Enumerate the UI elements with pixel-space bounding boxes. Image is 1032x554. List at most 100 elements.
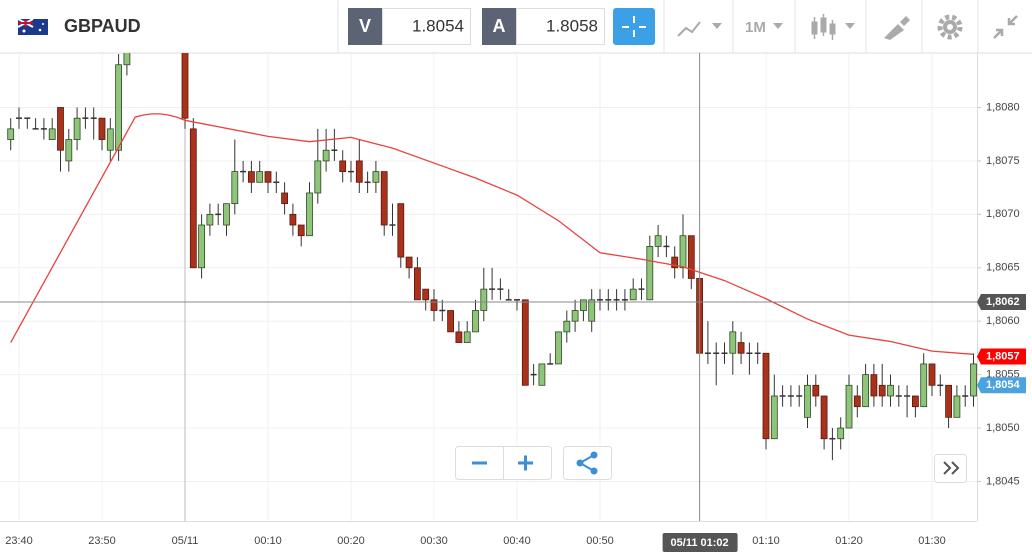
- ask-price: 1.8058: [546, 16, 598, 35]
- share-button[interactable]: [563, 446, 612, 480]
- price-marker-label: 1,8054: [986, 379, 1021, 391]
- candle-body: [57, 107, 64, 151]
- candle-body: [297, 224, 305, 237]
- x-tick-label: 01:10: [752, 535, 780, 547]
- y-tick-label: 1,8065: [986, 262, 1020, 274]
- crosshair-price-tag: [977, 293, 1026, 310]
- candle-body: [679, 235, 687, 269]
- candle-body: [629, 288, 637, 301]
- candle-body: [198, 224, 206, 269]
- candle-body: [521, 299, 529, 386]
- settings-button[interactable]: [937, 14, 963, 40]
- candle-body: [770, 395, 778, 440]
- candle-body: [862, 374, 869, 408]
- candle-body: [322, 149, 330, 162]
- candle-body: [447, 310, 455, 333]
- candle-body: [206, 213, 214, 226]
- candle-body: [472, 310, 479, 333]
- x-tick-label: 05/11: [172, 535, 199, 547]
- candle-body: [654, 235, 662, 247]
- crosshair-x-label: 05/11 01:02: [671, 537, 729, 549]
- candle-style-button[interactable]: [811, 14, 855, 40]
- candle-body: [646, 245, 654, 301]
- candle-body: [853, 395, 861, 408]
- draw-tool-button[interactable]: [884, 16, 910, 40]
- ask-box: [516, 8, 605, 45]
- share-icon: [576, 451, 598, 475]
- candle-body: [555, 331, 562, 365]
- zoom-controls: [455, 446, 967, 483]
- bid-box: [382, 8, 471, 45]
- crosshair-icon: [622, 16, 646, 37]
- y-tick-label: 1,8080: [986, 101, 1020, 113]
- candle-body: [413, 267, 421, 301]
- scroll-icon: [943, 461, 960, 475]
- crosshair-price-label: 1,8062: [986, 296, 1020, 308]
- ask-label: A: [493, 16, 506, 36]
- collapse-button[interactable]: [993, 15, 1018, 39]
- crosshair-x-tag: [662, 533, 738, 552]
- bid-label: V: [359, 16, 371, 36]
- moving-average-line: [10, 113, 974, 355]
- bid-button[interactable]: [348, 8, 382, 45]
- candle-body: [953, 395, 961, 418]
- candle-body: [73, 117, 81, 140]
- candle-body: [729, 331, 737, 354]
- y-tick-label: 1,8050: [986, 422, 1020, 434]
- symbol: GBPAUD: [64, 16, 141, 36]
- candle-body: [247, 171, 255, 183]
- candle-body: [687, 235, 695, 279]
- candle-body: [256, 171, 264, 183]
- crosshair-button[interactable]: [613, 8, 655, 45]
- candle-body: [372, 171, 380, 183]
- candle-body: [480, 288, 488, 311]
- candle-body: [48, 128, 56, 140]
- chart-type-button[interactable]: [677, 21, 722, 37]
- candle-body: [355, 160, 363, 183]
- flag: [17, 18, 48, 35]
- candle-body: [571, 310, 579, 322]
- candle-body: [397, 203, 405, 258]
- candle-body: [538, 363, 546, 386]
- candle-body: [231, 171, 239, 205]
- candle-body: [123, 53, 131, 66]
- candle-body: [223, 203, 230, 226]
- candle-body: [339, 160, 347, 173]
- candle-body: [970, 363, 977, 397]
- price-marker-label: 1,8057: [986, 350, 1020, 362]
- candle-body: [762, 352, 770, 440]
- candle-body: [671, 256, 679, 269]
- candle-body: [189, 128, 197, 269]
- candle-body: [314, 160, 322, 194]
- candle-body: [281, 192, 289, 205]
- price-marker-tag: [977, 377, 1026, 394]
- candle-body: [837, 427, 845, 440]
- candle-body: [845, 384, 853, 429]
- candle-body: [98, 117, 106, 140]
- candle-body: [563, 320, 571, 333]
- y-tick-label: 1,8075: [986, 155, 1020, 167]
- zoom-in-button[interactable]: [518, 455, 533, 471]
- y-tick-label: 1,8060: [986, 315, 1020, 327]
- x-tick-label: 00:50: [586, 535, 614, 547]
- candle-body: [870, 374, 878, 397]
- price-marker-tag: [977, 348, 1026, 365]
- candle-body: [422, 288, 430, 301]
- candle-body: [878, 384, 886, 397]
- candle-body: [920, 363, 928, 408]
- y-tick-label: 1,8070: [986, 208, 1020, 220]
- candle-body: [820, 395, 828, 440]
- candle-body: [945, 384, 952, 418]
- candle-body: [912, 395, 919, 408]
- timeframe[interactable]: 1M: [745, 19, 766, 36]
- ask-button[interactable]: [482, 8, 516, 45]
- candle-body: [405, 256, 413, 269]
- x-tick-label: 00:20: [337, 535, 365, 547]
- x-tick-label: 01:20: [835, 535, 863, 547]
- candle-body: [804, 384, 811, 418]
- candle-body: [887, 384, 894, 397]
- candle-body: [812, 384, 820, 397]
- candle-body: [65, 139, 73, 162]
- candle-body: [430, 299, 438, 311]
